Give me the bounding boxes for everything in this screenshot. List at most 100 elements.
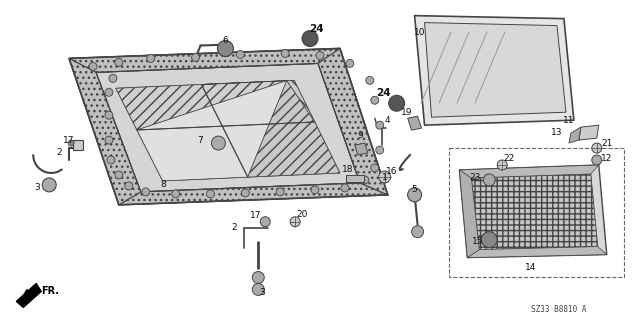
Polygon shape — [467, 247, 607, 258]
Polygon shape — [69, 49, 388, 205]
Polygon shape — [408, 116, 422, 130]
Polygon shape — [460, 170, 479, 258]
Circle shape — [109, 74, 117, 82]
Text: FR.: FR. — [41, 286, 60, 296]
Circle shape — [346, 60, 354, 68]
Text: 4: 4 — [385, 116, 390, 125]
Bar — [449, 148, 623, 277]
Circle shape — [125, 182, 133, 190]
Text: 10: 10 — [414, 28, 426, 37]
Circle shape — [105, 88, 113, 96]
Polygon shape — [415, 16, 574, 125]
Polygon shape — [579, 125, 599, 140]
Text: 3: 3 — [35, 183, 40, 192]
Circle shape — [236, 51, 244, 59]
Text: 17: 17 — [250, 211, 261, 220]
Circle shape — [207, 190, 214, 198]
Polygon shape — [318, 49, 388, 195]
Circle shape — [592, 155, 602, 165]
Circle shape — [252, 284, 264, 295]
Polygon shape — [471, 174, 598, 250]
Circle shape — [252, 271, 264, 284]
Text: 24: 24 — [308, 24, 323, 34]
Circle shape — [218, 41, 234, 56]
Polygon shape — [248, 81, 340, 177]
Text: 23: 23 — [470, 173, 481, 182]
Text: 11: 11 — [563, 116, 575, 125]
Circle shape — [290, 217, 300, 227]
Text: 8: 8 — [161, 180, 166, 189]
Circle shape — [379, 171, 390, 183]
Text: SZ33 B8810 A: SZ33 B8810 A — [531, 305, 587, 314]
Polygon shape — [116, 80, 340, 181]
Circle shape — [211, 136, 225, 150]
Polygon shape — [424, 23, 566, 117]
Text: 3: 3 — [259, 288, 265, 297]
Polygon shape — [69, 59, 141, 205]
Text: 13: 13 — [551, 128, 563, 137]
Text: 9: 9 — [357, 131, 363, 140]
Polygon shape — [96, 63, 360, 192]
Text: 2: 2 — [232, 223, 237, 232]
Text: 14: 14 — [525, 263, 537, 272]
Circle shape — [281, 50, 289, 58]
Circle shape — [388, 95, 404, 111]
Polygon shape — [355, 143, 368, 155]
Text: 12: 12 — [601, 154, 612, 163]
Circle shape — [366, 76, 374, 84]
Polygon shape — [119, 183, 388, 205]
Text: 20: 20 — [296, 210, 308, 219]
Circle shape — [105, 136, 113, 144]
Circle shape — [371, 164, 379, 172]
Circle shape — [89, 62, 97, 70]
Text: 24: 24 — [376, 88, 391, 98]
Circle shape — [341, 184, 349, 192]
Circle shape — [260, 217, 270, 227]
Polygon shape — [69, 49, 340, 72]
Circle shape — [497, 160, 507, 170]
Polygon shape — [17, 284, 41, 307]
Circle shape — [172, 190, 180, 198]
Circle shape — [115, 171, 123, 179]
Text: 19: 19 — [401, 108, 412, 117]
Circle shape — [302, 31, 318, 46]
Circle shape — [592, 143, 602, 153]
Polygon shape — [460, 165, 607, 258]
Text: 22: 22 — [504, 154, 515, 163]
Polygon shape — [346, 175, 364, 182]
Polygon shape — [569, 127, 581, 143]
Text: 1: 1 — [382, 173, 388, 182]
Circle shape — [241, 189, 250, 197]
Circle shape — [311, 186, 319, 194]
Polygon shape — [202, 80, 315, 122]
Text: 17: 17 — [63, 136, 75, 145]
Circle shape — [371, 96, 379, 104]
Circle shape — [68, 140, 74, 146]
Circle shape — [115, 59, 123, 67]
Circle shape — [142, 188, 150, 196]
Text: 2: 2 — [56, 148, 62, 156]
Circle shape — [191, 53, 200, 61]
Circle shape — [412, 226, 424, 238]
Text: 7: 7 — [198, 136, 204, 145]
Polygon shape — [137, 81, 287, 181]
Circle shape — [376, 146, 384, 154]
Circle shape — [276, 188, 284, 196]
Text: 16: 16 — [386, 167, 397, 176]
Text: 15: 15 — [472, 237, 483, 246]
Polygon shape — [460, 165, 599, 178]
Circle shape — [107, 156, 115, 164]
Text: 18: 18 — [342, 165, 354, 174]
Circle shape — [105, 111, 113, 119]
Circle shape — [483, 174, 495, 186]
Circle shape — [147, 54, 155, 62]
Circle shape — [408, 188, 422, 202]
Polygon shape — [73, 140, 83, 150]
Circle shape — [316, 52, 324, 60]
Text: 6: 6 — [223, 36, 228, 45]
Circle shape — [42, 178, 56, 192]
Text: 21: 21 — [601, 139, 612, 148]
Text: 5: 5 — [412, 185, 417, 194]
Polygon shape — [116, 81, 287, 130]
Circle shape — [376, 121, 384, 129]
